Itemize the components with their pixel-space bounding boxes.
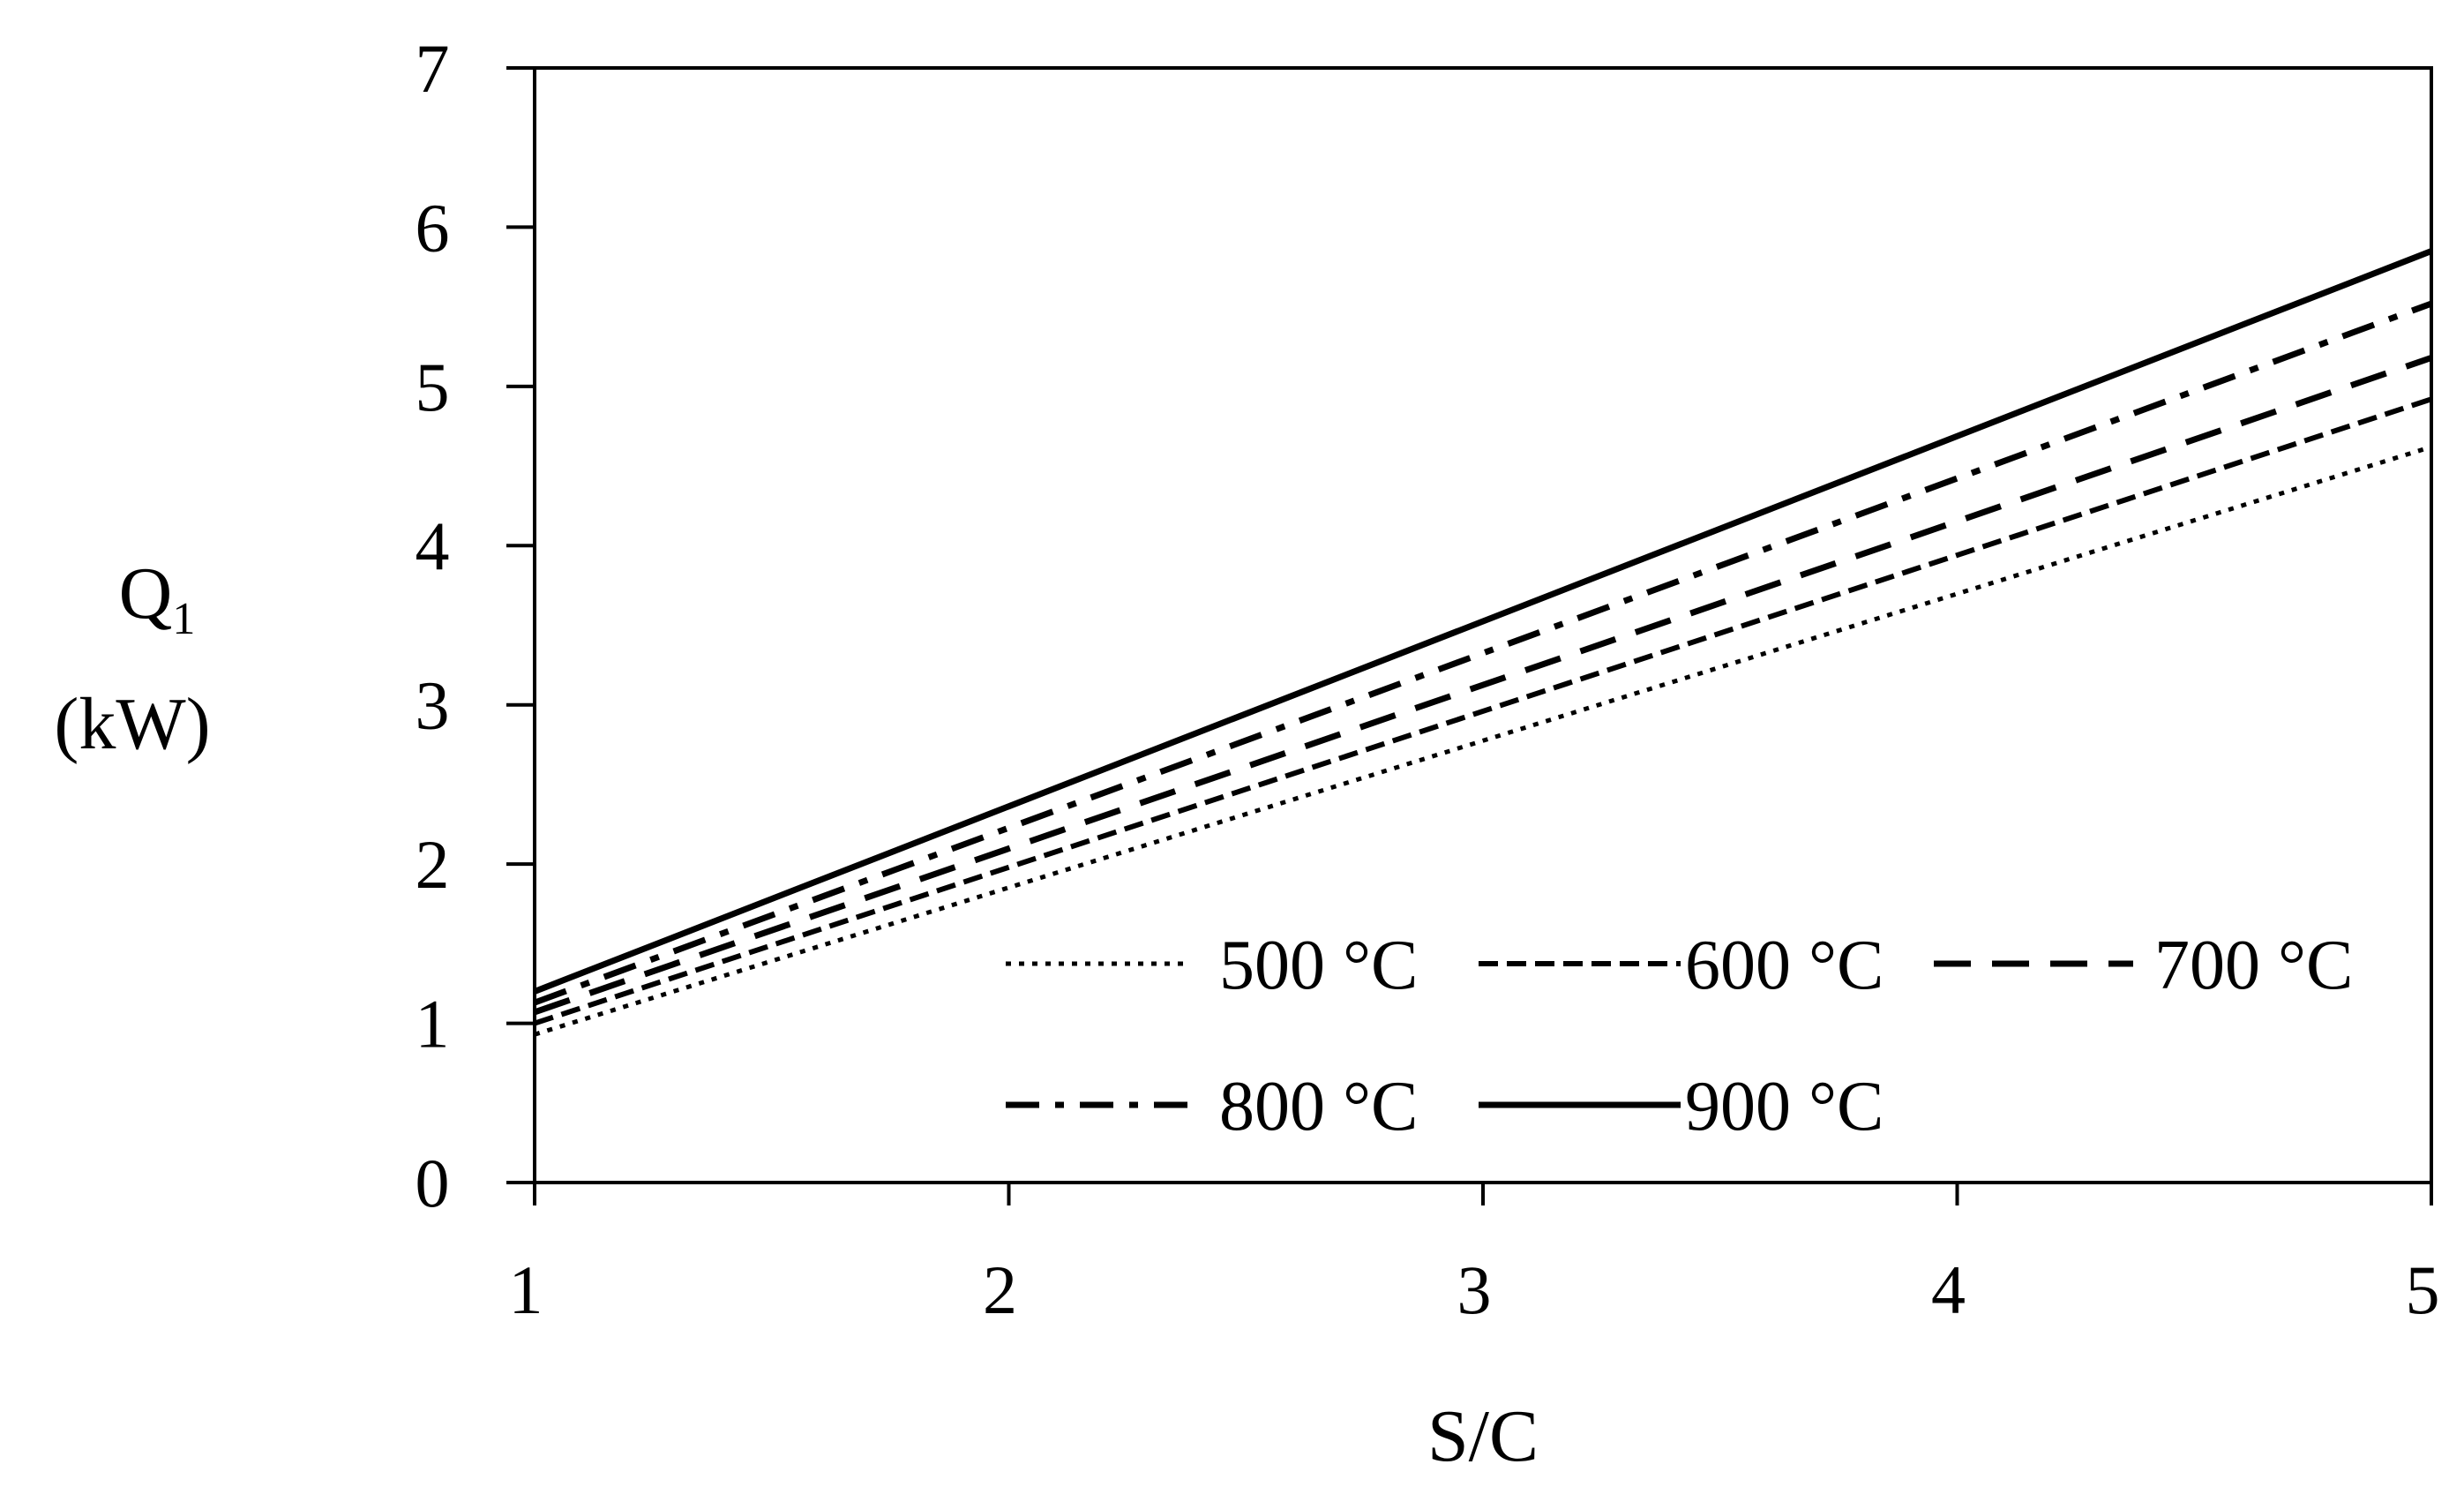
y-axis-label: Q1 <box>119 552 196 644</box>
x-axis-label: S/C <box>1427 1395 1539 1477</box>
legend-label: 700 °C <box>2154 927 2353 1004</box>
legend-label: 600 °C <box>1685 927 1884 1004</box>
y-tick-label: 1 <box>416 986 450 1063</box>
y-axis-label-symbol: Q <box>119 552 173 635</box>
legend-label: 800 °C <box>1219 1068 1418 1145</box>
y-tick-label: 5 <box>416 349 450 425</box>
x-axis-ticks: 1 2 3 4 5 <box>509 1183 2440 1328</box>
y-axis-unit: (kW) <box>54 683 210 765</box>
series-lines <box>533 248 2433 1037</box>
x-tick-label: 2 <box>983 1251 1017 1328</box>
y-tick-label: 0 <box>416 1145 450 1221</box>
y-tick-label: 4 <box>416 507 450 584</box>
x-tick-label: 3 <box>1457 1251 1492 1328</box>
y-tick-label: 2 <box>416 826 450 903</box>
legend-label: 500 °C <box>1219 927 1418 1004</box>
y-axis-label-subscript: 1 <box>172 594 195 644</box>
x-tick-label: 5 <box>2406 1251 2440 1328</box>
legend: 500 °C 600 °C 700 °C 800 °C 900 °C <box>1006 927 2353 1145</box>
series-line <box>534 445 2432 1037</box>
y-tick-label: 3 <box>416 667 450 744</box>
x-tick-label: 4 <box>1931 1251 1966 1328</box>
plot-area <box>533 66 2433 1184</box>
series-line <box>533 355 2433 1016</box>
series-line <box>533 248 2433 995</box>
series-line <box>533 300 2433 1006</box>
y-axis-ticks: 0 1 2 3 4 5 6 7 <box>416 30 535 1221</box>
legend-label: 900 °C <box>1685 1068 1884 1145</box>
y-tick-label: 6 <box>416 189 450 266</box>
x-tick-label: 1 <box>509 1251 543 1328</box>
series-line <box>534 396 2432 1026</box>
y-tick-label: 7 <box>416 30 450 107</box>
